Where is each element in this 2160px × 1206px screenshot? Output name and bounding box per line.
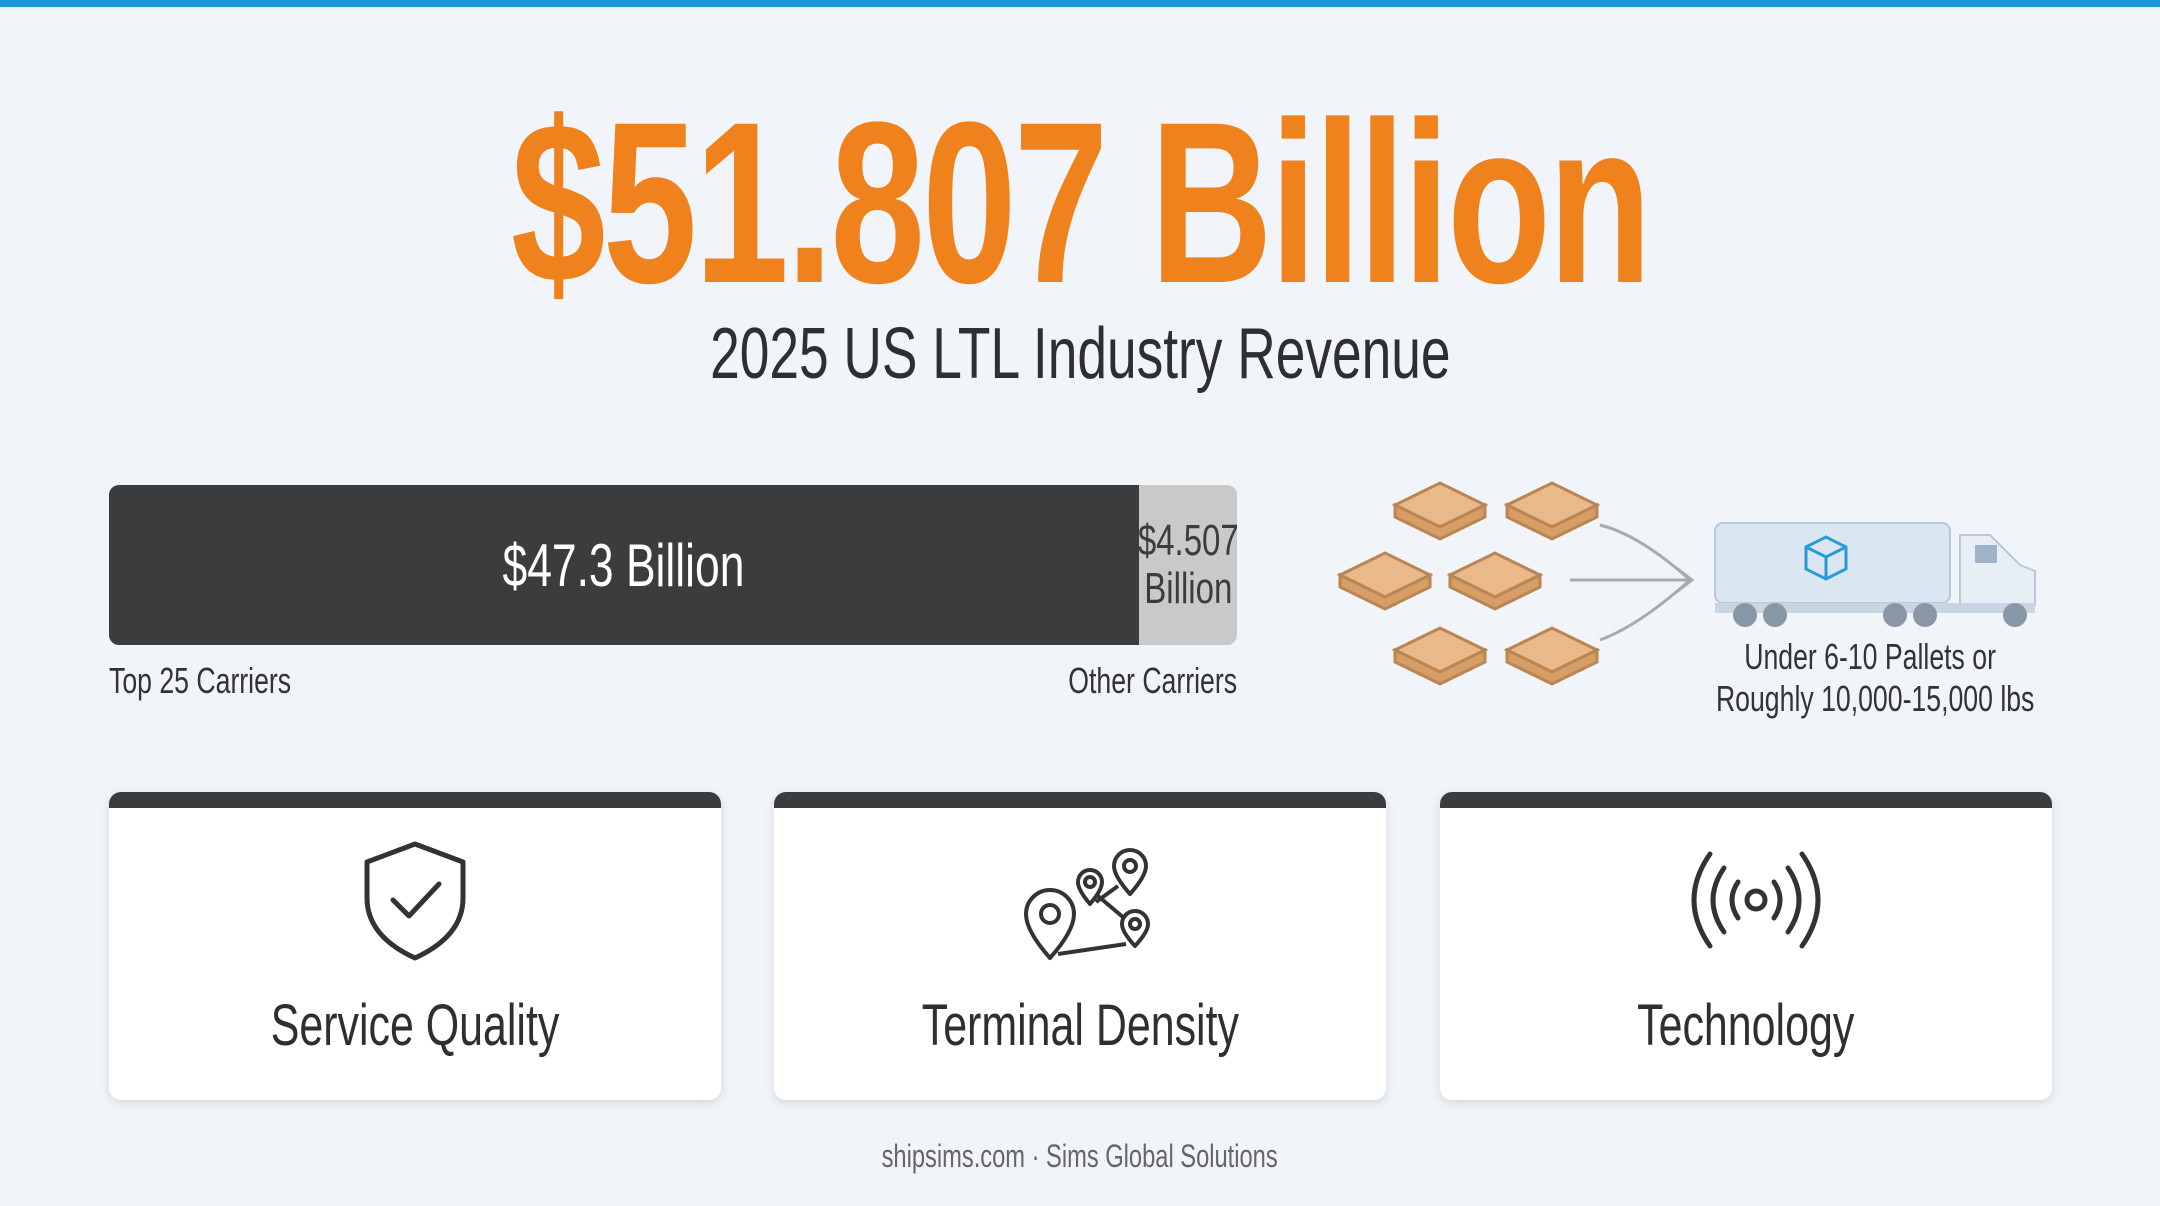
- top-accent: [0, 0, 2160, 7]
- segment-caption: Top 25 Carriers: [109, 660, 355, 702]
- signal-icon: [1691, 851, 1821, 949]
- headline-box: $51.807 Billion: [0, 88, 2160, 318]
- segment-value-label: $47.3 Billion: [502, 531, 745, 599]
- map-pins-icon: [1024, 848, 1150, 960]
- card-label-box: Terminal Density: [774, 992, 1386, 1059]
- card: Service Quality: [109, 792, 721, 1100]
- subtitle-box: 2025 US LTL Industry Revenue: [0, 318, 2160, 390]
- bar-segment: $4.507 Billion: [1137, 485, 1237, 645]
- footer: shipsims.com · Sims Global Solutions: [881, 1138, 1279, 1174]
- segment-caption-text: Top 25 Carriers: [109, 660, 292, 701]
- card: Technology: [1440, 792, 2052, 1100]
- segment-caption-text: Other Carriers: [1068, 660, 1237, 701]
- subtitle: 2025 US LTL Industry Revenue: [709, 314, 1451, 394]
- card-label: Service Quality: [270, 993, 560, 1058]
- card-band: [774, 792, 1386, 808]
- card-label-box: Technology: [1440, 992, 2052, 1059]
- shield-icon: [364, 841, 466, 961]
- card-label: Terminal Density: [921, 993, 1239, 1058]
- arrows: [1570, 523, 1695, 642]
- shipment-illustration: [1336, 481, 2036, 686]
- shipment-caption: Under 6-10 Pallets or Roughly 10,000-15,…: [1660, 636, 2080, 720]
- bar-segment: $47.3 Billion: [109, 485, 1139, 645]
- caption-line: Roughly 10,000-15,000 lbs: [1715, 678, 2035, 719]
- card-label-box: Service Quality: [109, 992, 721, 1059]
- pallets: [1336, 481, 1601, 686]
- headline: $51.807 Billion: [510, 74, 1652, 331]
- caption-line: Under 6-10 Pallets or: [1744, 636, 1996, 677]
- card: Terminal Density: [774, 792, 1386, 1100]
- card-label: Technology: [1637, 993, 1855, 1058]
- revenue-bar: $47.3 Billion $4.507 Billion: [109, 485, 1237, 645]
- segment-value-label: $4.507 Billion: [1137, 515, 1237, 613]
- footer-box: shipsims.com · Sims Global Solutions: [0, 1138, 2160, 1175]
- card-band: [109, 792, 721, 808]
- card-band: [1440, 792, 2052, 808]
- segment-caption: Other Carriers: [1009, 660, 1237, 702]
- truck: [1714, 522, 2036, 627]
